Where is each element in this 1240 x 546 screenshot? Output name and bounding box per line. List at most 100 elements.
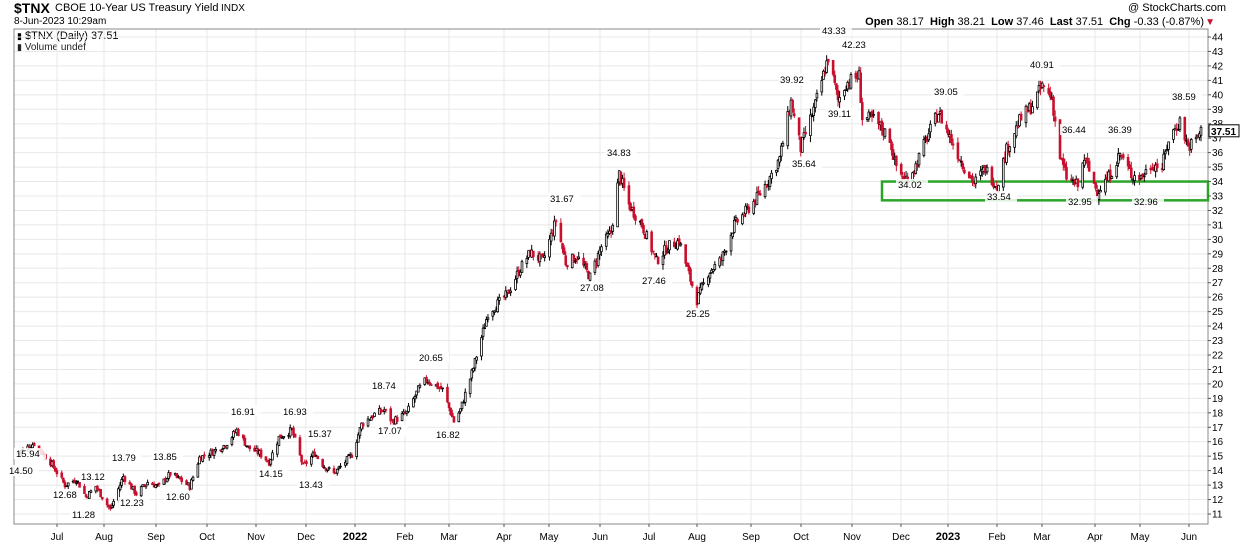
- candle-body: [1008, 146, 1012, 152]
- candle: [1183, 116, 1187, 144]
- chart-datetime: 8-Jun-2023 10:29am: [14, 16, 107, 27]
- candle-body: [271, 452, 274, 461]
- candle-body: [700, 283, 704, 290]
- candle: [891, 143, 895, 160]
- candle: [337, 465, 341, 471]
- candle-body: [322, 466, 326, 469]
- candle: [645, 229, 649, 240]
- candle-body: [1031, 106, 1034, 114]
- price-annotation: 27.46: [640, 275, 672, 287]
- candle: [1014, 121, 1018, 139]
- candle: [956, 137, 960, 163]
- candle: [679, 241, 683, 247]
- y-tick-label: 11: [1212, 510, 1223, 521]
- candle-body: [929, 123, 932, 133]
- candle-body: [441, 387, 444, 390]
- candle: [640, 218, 644, 229]
- x-tick-label: 2023: [936, 531, 960, 543]
- candle: [305, 459, 308, 467]
- x-tick-label: Sep: [147, 532, 165, 543]
- candle-body: [157, 482, 161, 485]
- price-annotation: 43.33: [820, 25, 852, 37]
- candle: [959, 155, 963, 167]
- candle-body: [744, 205, 747, 215]
- y-tick-label: 31: [1212, 220, 1224, 231]
- candle: [1115, 161, 1119, 179]
- candle: [1130, 161, 1133, 181]
- candle-body: [486, 317, 490, 320]
- candle: [96, 485, 99, 493]
- price-annotation: 25.25: [684, 308, 716, 320]
- candle-body: [327, 467, 331, 470]
- candle: [775, 169, 778, 177]
- candle-body: [781, 142, 785, 147]
- candle: [1070, 174, 1073, 183]
- candle-body: [559, 222, 563, 242]
- y-tick-label: 42: [1212, 61, 1224, 72]
- candle-body: [940, 110, 944, 124]
- candle: [76, 480, 80, 485]
- candle: [1118, 152, 1122, 161]
- candle: [191, 475, 195, 482]
- candle-body: [335, 468, 339, 474]
- candle: [248, 445, 252, 452]
- candle: [940, 109, 944, 124]
- candle: [446, 383, 449, 404]
- candle: [650, 230, 653, 256]
- candle-body: [1052, 96, 1055, 116]
- candle: [945, 120, 948, 134]
- price-annotation: 32.96: [1132, 196, 1164, 208]
- candle-body: [690, 281, 694, 287]
- candle: [541, 253, 545, 258]
- candle-body: [1013, 133, 1016, 148]
- candle: [326, 469, 329, 473]
- candle-body: [963, 169, 966, 174]
- candle: [157, 482, 161, 488]
- candle: [971, 173, 974, 186]
- candle: [950, 129, 953, 146]
- candle-body: [118, 484, 122, 491]
- candle: [447, 402, 451, 412]
- candle-body: [831, 59, 835, 75]
- candle-body: [786, 111, 790, 147]
- last-label: Last: [1049, 16, 1073, 28]
- candle-body: [76, 480, 80, 483]
- candle: [1053, 110, 1057, 127]
- y-tick-label: 35: [1212, 163, 1224, 174]
- candle-body: [707, 276, 710, 285]
- open-value: 38.17: [896, 16, 924, 28]
- candle: [277, 435, 281, 447]
- candle-body: [105, 498, 109, 506]
- annotation-label: 11.28: [72, 510, 95, 521]
- candle-body: [475, 356, 478, 361]
- candle: [684, 244, 687, 267]
- candle: [357, 432, 360, 443]
- candle-body: [425, 377, 428, 382]
- candle-body: [66, 482, 70, 487]
- candle: [1061, 153, 1065, 171]
- candle: [734, 214, 738, 222]
- candle-body: [596, 253, 600, 266]
- candle: [786, 106, 790, 150]
- candle-body: [134, 492, 138, 496]
- candle-body: [446, 386, 449, 403]
- annotation-label: 13.85: [153, 452, 177, 463]
- candle-body: [110, 505, 114, 509]
- candle-body: [757, 190, 760, 195]
- candle-body: [574, 260, 577, 263]
- candle-body: [731, 232, 734, 238]
- candle-body: [650, 231, 653, 253]
- candles-layer: [16, 55, 1203, 511]
- annotation-label: 35.64: [792, 159, 816, 170]
- candle: [407, 402, 410, 414]
- candle: [1008, 145, 1012, 158]
- candle: [585, 261, 589, 273]
- candle: [203, 451, 206, 459]
- candle-body: [429, 384, 433, 386]
- annotation-label: 33.54: [987, 192, 1011, 203]
- candle-body: [562, 247, 566, 255]
- candle: [225, 444, 229, 450]
- candle-body: [776, 159, 780, 169]
- candle: [509, 287, 512, 297]
- candle-body: [655, 255, 658, 258]
